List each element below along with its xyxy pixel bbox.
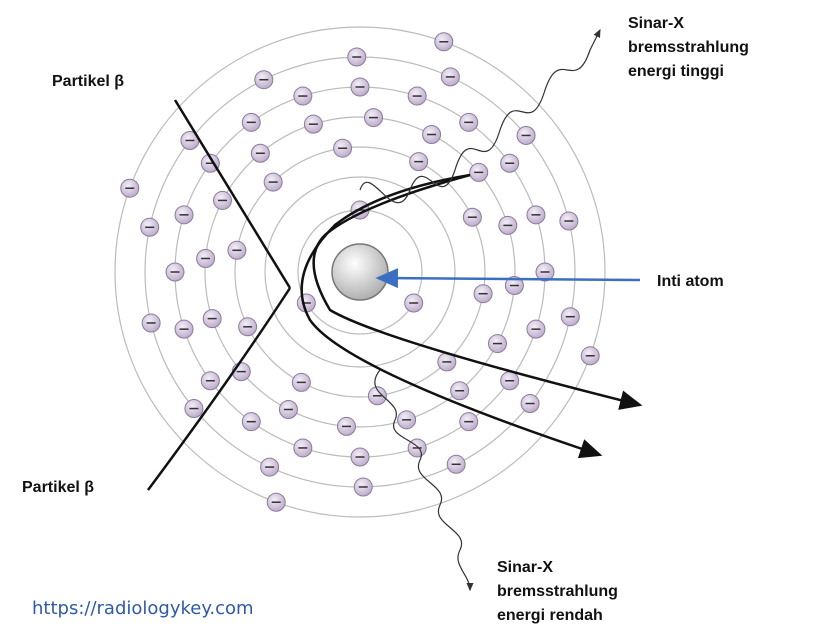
electron bbox=[337, 417, 355, 435]
electron bbox=[501, 372, 519, 390]
nucleus-pointer bbox=[378, 278, 640, 280]
electron bbox=[166, 263, 184, 281]
electron bbox=[501, 154, 519, 172]
source-url: https://radiologykey.com bbox=[32, 598, 254, 619]
electron bbox=[517, 126, 535, 144]
electron bbox=[405, 294, 423, 312]
electron bbox=[203, 310, 221, 328]
electron bbox=[242, 113, 260, 131]
electron bbox=[304, 115, 322, 133]
electron bbox=[527, 206, 545, 224]
electron bbox=[460, 113, 478, 131]
electron bbox=[354, 478, 372, 496]
electron bbox=[348, 48, 366, 66]
electron bbox=[435, 33, 453, 51]
electron bbox=[267, 493, 285, 511]
electron bbox=[261, 458, 279, 476]
electron bbox=[141, 218, 159, 236]
electron bbox=[499, 216, 517, 234]
electron bbox=[239, 318, 257, 336]
nucleus-label: Inti atom bbox=[657, 273, 724, 290]
beta-label: Partikel β bbox=[52, 73, 124, 90]
electron bbox=[560, 212, 578, 230]
electron bbox=[294, 87, 312, 105]
electron bbox=[351, 78, 369, 96]
electron bbox=[470, 163, 488, 181]
electron bbox=[365, 109, 383, 127]
diagram: Sinar-X bremsstrahlung energi tinggi Par… bbox=[0, 0, 814, 630]
electron bbox=[351, 448, 369, 466]
electron bbox=[175, 206, 193, 224]
electron bbox=[185, 400, 203, 418]
xray-low-label: bremsstrahlung bbox=[497, 583, 618, 600]
electron bbox=[197, 249, 215, 267]
electron bbox=[488, 335, 506, 353]
electron bbox=[463, 208, 481, 226]
electron bbox=[201, 372, 219, 390]
electron bbox=[527, 320, 545, 338]
electron bbox=[423, 126, 441, 144]
electron bbox=[264, 173, 282, 191]
xray-high-label: energi tinggi bbox=[628, 63, 724, 80]
electron bbox=[242, 413, 260, 431]
electron bbox=[581, 347, 599, 365]
electron bbox=[474, 285, 492, 303]
electron bbox=[175, 320, 193, 338]
electron bbox=[521, 395, 539, 413]
electron bbox=[334, 139, 352, 157]
xray-high-label: bremsstrahlung bbox=[628, 39, 749, 56]
electron bbox=[121, 179, 139, 197]
xray-low-label: energi rendah bbox=[497, 607, 603, 624]
electron bbox=[561, 308, 579, 326]
electron bbox=[228, 241, 246, 259]
electron bbox=[214, 191, 232, 209]
xray-low-label: Sinar-X bbox=[497, 559, 553, 576]
electron bbox=[398, 411, 416, 429]
electron bbox=[294, 439, 312, 457]
nucleus bbox=[332, 244, 388, 300]
electron bbox=[451, 382, 469, 400]
deflected-track-1 bbox=[302, 175, 600, 455]
electron bbox=[292, 373, 310, 391]
electron bbox=[441, 68, 459, 86]
xray-high-label: Sinar-X bbox=[628, 15, 684, 32]
beta-label: Partikel β bbox=[22, 479, 94, 496]
electron bbox=[408, 87, 426, 105]
electron bbox=[447, 455, 465, 473]
electron bbox=[279, 400, 297, 418]
electron bbox=[255, 71, 273, 89]
electron bbox=[460, 413, 478, 431]
electron bbox=[410, 153, 428, 171]
electron bbox=[251, 144, 269, 162]
electron bbox=[142, 314, 160, 332]
